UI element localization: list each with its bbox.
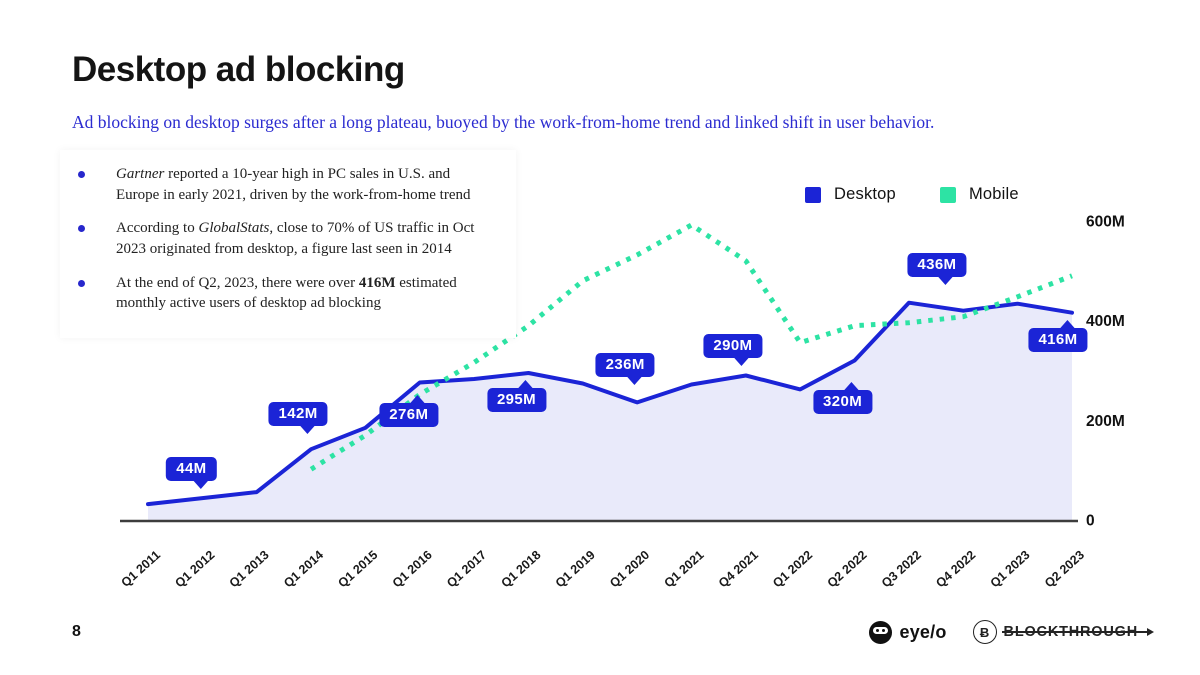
mobile-line: [309, 222, 1073, 472]
blockthrough-b-icon: Ƀ: [972, 620, 997, 644]
bullet-item: Gartner reported a 10-year high in PC sa…: [78, 164, 494, 205]
bullet-dot-icon: [78, 225, 85, 233]
x-tick-label: Q3 2022: [879, 548, 924, 591]
legend-label-mobile: Mobile: [968, 185, 1019, 203]
blockthrough-wordmark: BLOCKTHROUGH: [1001, 624, 1154, 640]
bullet-dot-icon: [78, 171, 85, 178]
eyeo-logo: eye/o: [868, 620, 947, 644]
x-tick-label: Q1 2015: [335, 548, 380, 591]
key-points-panel: Gartner reported a 10-year high in PC sa…: [60, 150, 516, 338]
x-tick-label: Q1 2020: [607, 548, 652, 591]
x-tick-label: Q1 2013: [227, 548, 272, 591]
legend-item-desktop: Desktop: [805, 185, 896, 204]
legend-item-mobile: Mobile: [939, 185, 1019, 204]
bullet-dot-icon: [78, 279, 85, 287]
x-tick-label: Q1 2021: [661, 548, 706, 591]
mobile-swatch-icon: [939, 186, 956, 203]
bullet-text: Gartner reported a 10-year high in PC sa…: [116, 166, 471, 203]
blockthrough-logo: Ƀ BLOCKTHROUGH: [972, 620, 1154, 644]
desktop-area-fill: [148, 302, 1072, 520]
x-tick-label: Q1 2012: [172, 548, 217, 591]
x-tick-label: Q1 2023: [988, 548, 1033, 591]
x-tick-label: Q2 2022: [825, 548, 870, 591]
x-tick-label: Q1 2018: [498, 548, 543, 591]
blockthrough-strike-line: [1001, 631, 1147, 633]
chart-legend: Desktop Mobile: [805, 185, 1019, 204]
bullet-text: At the end of Q2, 2023, there were over …: [116, 274, 457, 312]
eyeo-ninja-band: [872, 626, 888, 634]
desktop-line: [146, 300, 1074, 507]
x-tick-label: Q1 2014: [281, 548, 326, 591]
y-tick-label: 0: [1086, 513, 1095, 530]
page-subtitle: Ad blocking on desktop surges after a lo…: [72, 112, 935, 132]
x-tick-label: Q1 2019: [553, 548, 598, 591]
y-tick-label: 400M: [1086, 313, 1125, 330]
bullet-item: According to GlobalStats, close to 70% o…: [78, 218, 494, 259]
x-tick-label: Q1 2017: [444, 548, 489, 591]
x-tick-label: Q1 2016: [390, 548, 435, 591]
page-number: 8: [72, 623, 81, 640]
y-tick-label: 600M: [1086, 214, 1125, 231]
blockthrough-arrow-icon: [1147, 628, 1154, 636]
x-tick-label: Q4 2021: [716, 548, 761, 591]
x-tick-label: Q1 2011: [119, 548, 164, 590]
eyeo-wordmark: eye/o: [899, 621, 947, 642]
key-points-list: Gartner reported a 10-year high in PC sa…: [60, 150, 516, 314]
desktop-swatch-icon: [805, 186, 821, 203]
legend-label-desktop: Desktop: [834, 185, 896, 203]
x-tick-label: Q4 2022: [933, 548, 978, 591]
x-tick-label: Q2 2023: [1042, 548, 1087, 591]
bullet-item: At the end of Q2, 2023, there were over …: [78, 273, 494, 314]
footer-logos: eye/o Ƀ BLOCKTHROUGH: [868, 620, 1154, 644]
eyeo-ninja-icon: [868, 620, 892, 644]
x-tick-label: Q1 2022: [770, 548, 815, 591]
y-tick-label: 200M: [1086, 413, 1125, 430]
bullet-text: According to GlobalStats, close to 70% o…: [116, 220, 475, 258]
eyeo-eye-left: [875, 628, 879, 632]
page-title: Desktop ad blocking: [72, 50, 405, 89]
eyeo-eye-right: [881, 628, 885, 632]
